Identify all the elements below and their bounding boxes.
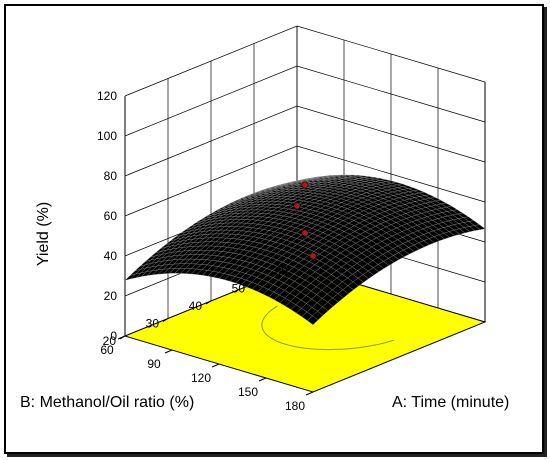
axis-walls: [124, 25, 486, 337]
z-tick-label: 120: [97, 89, 117, 103]
x-tick-label: 60: [100, 343, 114, 357]
design-point: [301, 229, 309, 237]
grid-line-z: [124, 25, 486, 97]
y-tick-label: 20: [103, 334, 117, 348]
x-tick-label: 90: [147, 357, 161, 371]
z-tick-label: 80: [104, 169, 118, 183]
surface-cell: [307, 315, 319, 325]
z-tick-label: 60: [104, 209, 118, 223]
x-tick-label: 150: [238, 385, 258, 399]
x-tick-mark: [258, 377, 267, 382]
z-tick-label: 20: [104, 289, 118, 303]
x-tick-label: 180: [285, 399, 305, 413]
design-points: [293, 181, 317, 260]
z-tick-label: 100: [97, 129, 117, 143]
contour-line: [261, 305, 395, 351]
y-tick-label: 50: [232, 282, 246, 296]
figure-frame: 0 20 40 60 80 100 120 60 90 120 150 180 20 30 40 50 60 Y…: [4, 4, 544, 454]
y-tick-mark: [119, 335, 126, 340]
grid-line-z: [124, 105, 486, 177]
response-surface: [124, 174, 486, 325]
x-tick-mark: [305, 391, 314, 396]
y-tick-label: 40: [189, 299, 203, 313]
z-tick-label: 0: [110, 329, 117, 343]
floor-projection: [117, 265, 487, 396]
y-tick-mark: [162, 318, 169, 322]
y-tick-mark: [205, 300, 212, 305]
z-tick-label: 40: [104, 249, 118, 263]
y-tick-label: 60: [275, 264, 289, 278]
y-axis-label: B: Methanol/Oil ratio (%): [20, 394, 194, 411]
x-axis-label: A: Time (minute): [392, 394, 509, 411]
x-tick-mark: [211, 363, 220, 368]
x-tick-mark: [164, 349, 173, 354]
z-axis-label: Yield (%): [35, 202, 52, 266]
design-point: [309, 252, 317, 260]
design-point: [293, 202, 301, 210]
design-point: [301, 181, 309, 189]
y-tick-label: 30: [146, 317, 160, 331]
x-tick-label: 120: [191, 371, 211, 385]
grid-line-z: [124, 65, 486, 137]
